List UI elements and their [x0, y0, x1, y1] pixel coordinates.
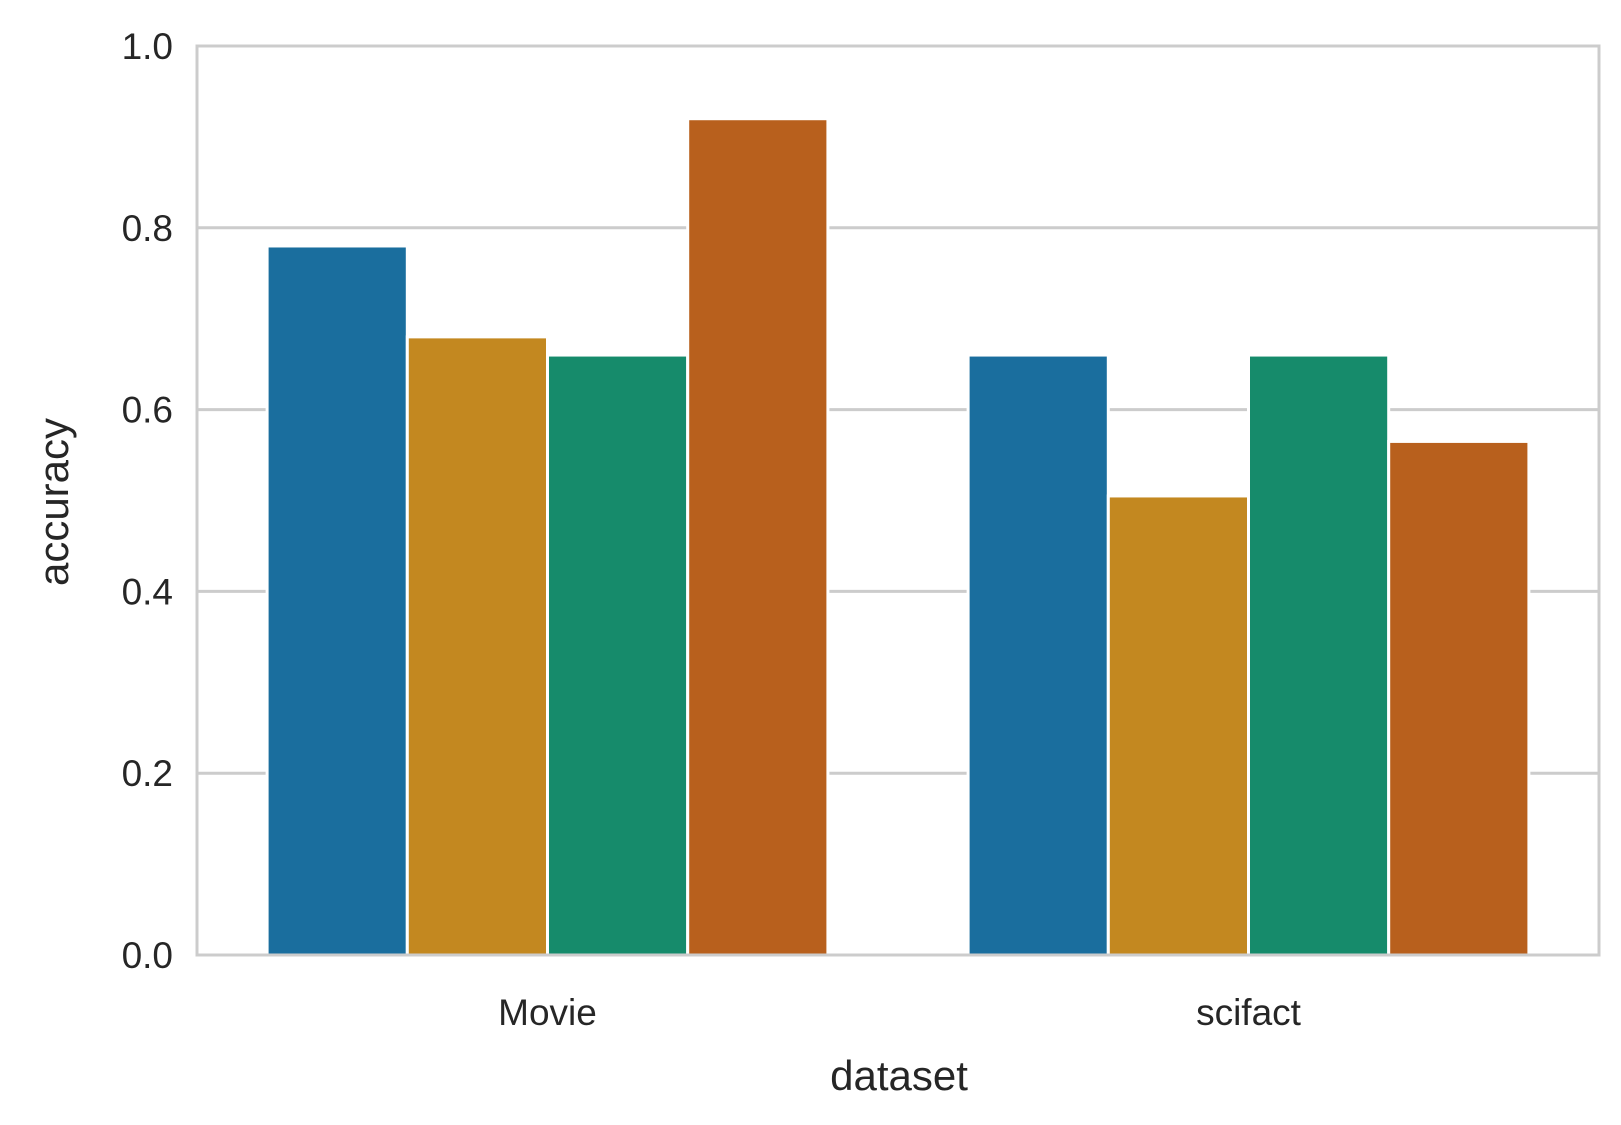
bar	[265, 244, 409, 957]
x-tick-label: scifact	[1196, 992, 1302, 1033]
y-tick-label: 0.6	[122, 390, 173, 431]
y-axis-label: accuracy	[30, 418, 77, 586]
x-tick-labels: Movie scifact	[498, 992, 1301, 1033]
bar	[1387, 439, 1531, 957]
y-tick-labels: 0.0 0.2 0.4 0.6 0.8 1.0	[122, 26, 173, 976]
bar	[1247, 353, 1391, 957]
y-tick-label: 0.0	[122, 935, 173, 976]
bar	[546, 353, 690, 957]
x-tick-label: Movie	[498, 992, 597, 1033]
bars	[265, 117, 1531, 957]
bar	[405, 335, 549, 957]
axes-frame	[195, 44, 1601, 957]
y-tick-label: 0.2	[122, 753, 173, 794]
y-tick-label: 0.4	[122, 571, 173, 612]
y-tick-label: 0.8	[122, 208, 173, 249]
bar	[1106, 494, 1251, 957]
bar	[686, 117, 830, 957]
y-tick-label: 1.0	[122, 26, 173, 67]
bar	[966, 353, 1110, 957]
x-axis-label: dataset	[830, 1052, 968, 1099]
plot-frame	[195, 44, 1601, 957]
